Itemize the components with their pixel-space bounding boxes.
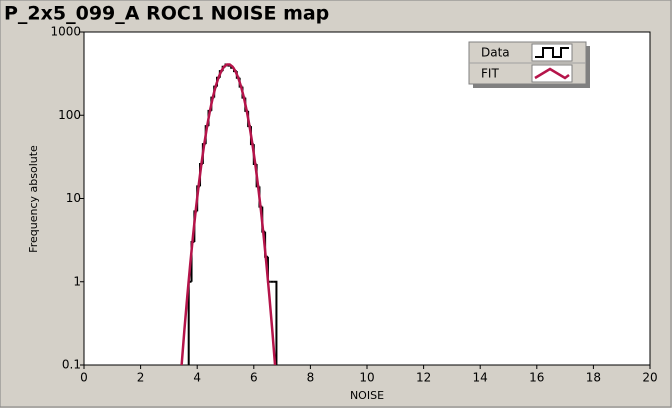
x-tick-label: 18	[586, 371, 601, 385]
legend-swatch-box	[531, 64, 573, 83]
y-tick-label: 1	[73, 274, 81, 288]
y-tick-label: 1000	[50, 25, 81, 39]
x-tick-label: 0	[80, 371, 88, 385]
legend: Data FIT	[468, 41, 590, 88]
x-tick-label: 16	[529, 371, 544, 385]
y-axis-title: Frequency absolute	[27, 145, 40, 253]
legend-swatch	[535, 47, 569, 58]
legend-label: FIT	[481, 67, 499, 81]
x-tick-label: 4	[193, 371, 201, 385]
plot-marks	[180, 63, 278, 365]
x-tick-label: 20	[642, 371, 657, 385]
x-tick-label: 2	[137, 371, 145, 385]
x-tick-label: 6	[250, 371, 258, 385]
legend-swatch	[534, 67, 570, 80]
x-axis-title: NOISE	[350, 389, 384, 402]
chart-title: P_2x5_099_A ROC1 NOISE map	[4, 3, 329, 25]
y-tick-label: 100	[58, 108, 81, 122]
x-tick-label: 12	[416, 371, 431, 385]
x-tick-label: 10	[359, 371, 374, 385]
x-tick-label: 8	[307, 371, 315, 385]
legend-label: Data	[481, 46, 510, 60]
y-tick-label: 10	[66, 191, 81, 205]
x-tick-label: 14	[473, 371, 488, 385]
fit-line	[180, 63, 277, 365]
histogram-step	[273, 280, 278, 365]
y-tick-label: 0.1	[62, 358, 81, 372]
